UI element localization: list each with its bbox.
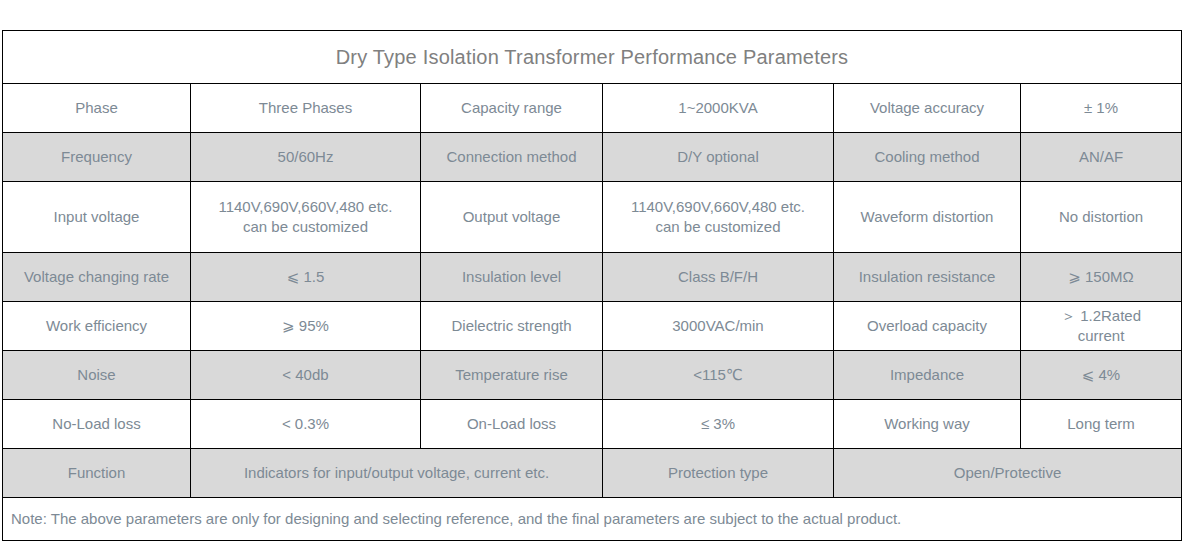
param-value: ＞ 1.2Rated current (1021, 302, 1182, 351)
param-label: Insulation level (421, 253, 603, 302)
title-row: Dry Type Isolation Transformer Performan… (3, 31, 1182, 84)
param-label: Working way (834, 400, 1021, 449)
param-value: <115℃ (603, 351, 834, 400)
param-label: Dielectric strength (421, 302, 603, 351)
param-value: ⩽ 4% (1021, 351, 1182, 400)
table-row: Function Indicators for input/output vol… (3, 449, 1182, 498)
param-label: On-Load loss (421, 400, 603, 449)
param-label: No-Load loss (3, 400, 191, 449)
param-value: D/Y optional (603, 133, 834, 182)
param-value: < 40db (191, 351, 421, 400)
param-value: Indicators for input/output voltage, cur… (191, 449, 603, 498)
table-row: Frequency 50/60Hz Connection method D/Y … (3, 133, 1182, 182)
table-row: Phase Three Phases Capacity range 1~2000… (3, 84, 1182, 133)
param-label: Impedance (834, 351, 1021, 400)
param-value: Open/Protective (834, 449, 1182, 498)
table-row: Voltage changing rate ⩽ 1.5 Insulation l… (3, 253, 1182, 302)
param-value: AN/AF (1021, 133, 1182, 182)
param-value: ⩾ 95% (191, 302, 421, 351)
param-label: Output voltage (421, 182, 603, 253)
table-row: Noise < 40db Temperature rise <115℃ Impe… (3, 351, 1182, 400)
spec-sheet: Dry Type Isolation Transformer Performan… (2, 30, 1181, 541)
param-label: Input voltage (3, 182, 191, 253)
param-label: Function (3, 449, 191, 498)
param-label: Voltage accuracy (834, 84, 1021, 133)
param-label: Voltage changing rate (3, 253, 191, 302)
param-value: Long term (1021, 400, 1182, 449)
param-label: Frequency (3, 133, 191, 182)
table-row: Work efficiency ⩾ 95% Dielectric strengt… (3, 302, 1182, 351)
param-label: Cooling method (834, 133, 1021, 182)
table-row: No-Load loss < 0.3% On-Load loss ≤ 3% Wo… (3, 400, 1182, 449)
param-value: Three Phases (191, 84, 421, 133)
param-value: < 0.3% (191, 400, 421, 449)
param-value: ± 1% (1021, 84, 1182, 133)
param-value: 1140V,690V,660V,480 etc. can be customiz… (191, 182, 421, 253)
param-label: Phase (3, 84, 191, 133)
param-value: ⩽ 1.5 (191, 253, 421, 302)
param-label: Overload capacity (834, 302, 1021, 351)
param-label: Insulation resistance (834, 253, 1021, 302)
param-value: No distortion (1021, 182, 1182, 253)
param-value: Class B/F/H (603, 253, 834, 302)
page-title: Dry Type Isolation Transformer Performan… (3, 31, 1182, 84)
param-label: Noise (3, 351, 191, 400)
param-label: Temperature rise (421, 351, 603, 400)
param-label: Waveform distortion (834, 182, 1021, 253)
param-value: 1140V,690V,660V,480 etc. can be customiz… (603, 182, 834, 253)
param-label: Capacity range (421, 84, 603, 133)
param-label: Work efficiency (3, 302, 191, 351)
param-value: 50/60Hz (191, 133, 421, 182)
parameters-table: Dry Type Isolation Transformer Performan… (2, 30, 1182, 541)
param-value: ≤ 3% (603, 400, 834, 449)
param-value: ⩾ 150MΩ (1021, 253, 1182, 302)
param-value: 1~2000KVA (603, 84, 834, 133)
param-value: 3000VAC/min (603, 302, 834, 351)
table-row: Input voltage 1140V,690V,660V,480 etc. c… (3, 182, 1182, 253)
note-text: Note: The above parameters are only for … (3, 498, 1182, 541)
note-row: Note: The above parameters are only for … (3, 498, 1182, 541)
param-label: Connection method (421, 133, 603, 182)
param-label: Protection type (603, 449, 834, 498)
